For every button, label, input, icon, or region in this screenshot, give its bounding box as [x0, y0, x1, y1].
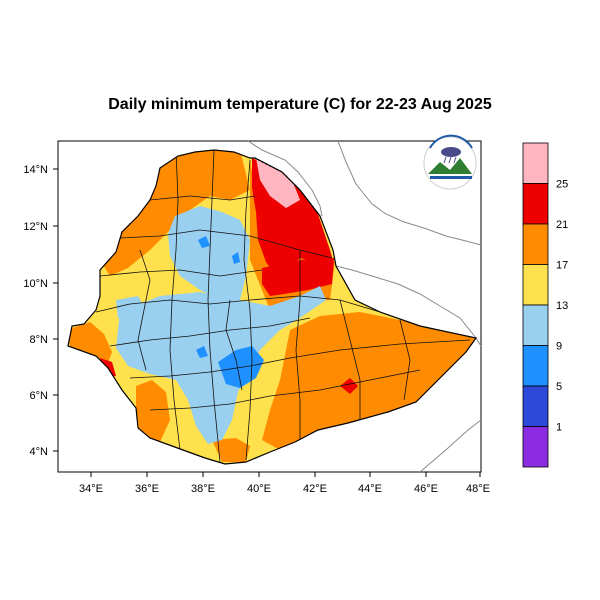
lon-tick-label: 36°E: [135, 483, 159, 495]
lon-tick-label: 40°E: [247, 483, 271, 495]
ethiopia-border: [67, 149, 478, 465]
legend-label: 1: [556, 422, 562, 434]
orange-southeast: [262, 312, 476, 450]
blue-west-spot: [196, 346, 208, 358]
legend-label: 9: [556, 341, 562, 353]
legend-color-cell: [522, 426, 549, 468]
orange-south: [212, 438, 250, 462]
legend-label: 17: [556, 260, 568, 272]
lat-tick-label: 4°N: [30, 446, 49, 458]
lat-tick-label: 6°N: [30, 390, 49, 402]
lat-axis: 14°N 12°N 10°N 8°N 6°N 4°N: [23, 164, 58, 458]
somalia-coast: [475, 337, 482, 347]
legend-label: 5: [556, 381, 562, 393]
arabian-coast: [337, 140, 482, 246]
blue-north-spot: [198, 236, 210, 248]
lat-tick-label: 12°N: [23, 221, 48, 233]
legend-labels: 25 21 17 13 9 5 1: [556, 179, 568, 434]
lat-tick-label: 8°N: [30, 334, 49, 346]
orange-southwest: [136, 380, 170, 442]
legend-color-cell: [522, 183, 549, 225]
lon-tick-label: 34°E: [79, 483, 103, 495]
lightblue-north-highlands: [168, 206, 250, 300]
legend-label: 25: [556, 179, 568, 191]
ethiopian-meteorology-institute-logo-icon: [423, 134, 477, 190]
blue-spot-arsi: [232, 252, 240, 264]
pink-north-afar: [256, 158, 300, 208]
legend-color-cell: [522, 223, 549, 265]
legend-color-cell: [522, 385, 549, 427]
lon-tick-label: 48°E: [466, 483, 490, 495]
legend-label: 21: [556, 219, 568, 231]
admin-boundaries: [95, 150, 471, 463]
lon-tick-label: 38°E: [191, 483, 215, 495]
lon-tick-label: 42°E: [303, 483, 327, 495]
kenya-border: [419, 419, 482, 473]
lon-tick-label: 44°E: [358, 483, 382, 495]
lon-axis: 34°E 36°E 38°E 40°E 42°E 44°E 46°E 48°E: [79, 472, 490, 495]
neighbour-borders: [247, 140, 482, 473]
legend-label: 13: [556, 300, 568, 312]
lon-tick-label: 46°E: [414, 483, 438, 495]
eritrea-dotted-border: [254, 157, 321, 217]
legend-colorbar: [522, 142, 549, 468]
map-title: Daily minimum temperature (C) for 22-23 …: [108, 96, 492, 113]
legend-color-cell: [522, 345, 549, 387]
lightblue-west-pocket: [116, 296, 146, 322]
legend-color-cell: [522, 264, 549, 306]
red-spot-ogaden: [340, 378, 358, 394]
somaliland-coast: [335, 265, 477, 339]
red-sea-coast: [247, 140, 323, 217]
orange-west-lowland: [68, 322, 112, 368]
lat-tick-label: 10°N: [23, 278, 48, 290]
lat-tick-label: 14°N: [23, 164, 48, 176]
legend-color-cell: [522, 304, 549, 346]
red-afar-south: [262, 258, 334, 296]
legend-color-cell: [522, 142, 549, 184]
